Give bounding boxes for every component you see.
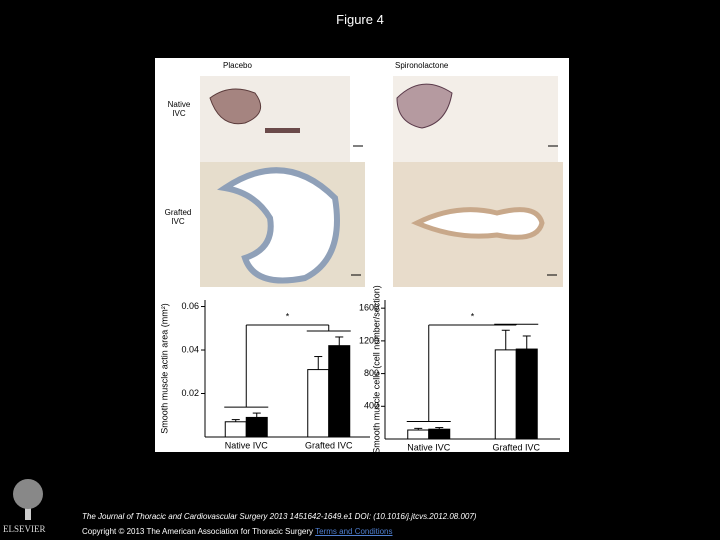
copyright: Copyright © 2013 The American Associatio…: [82, 527, 314, 536]
bar: [307, 369, 330, 438]
column-label: Spironolactone: [395, 61, 449, 70]
y-tick-label: 1600: [359, 303, 379, 313]
citation: The Journal of Thoracic and Cardiovascul…: [82, 512, 477, 521]
y-tick-label: 800: [364, 368, 379, 378]
terms-link[interactable]: Terms and Conditions: [315, 527, 393, 536]
copyright-line: Copyright © 2013 The American Associatio…: [82, 527, 393, 536]
x-tick-label: Native IVC: [407, 442, 451, 452]
row-label: Native IVC: [167, 100, 191, 118]
logo-tree: [13, 479, 43, 520]
y-tick-label: 400: [364, 401, 379, 411]
y-tick-label: 1200: [359, 335, 379, 345]
y-axis-label: Smooth muscle actin area (mm²): [159, 303, 169, 434]
logo-text: ELSEVIER: [3, 524, 46, 534]
micrographs: [200, 76, 563, 287]
y-tick-label: 0.04: [181, 344, 199, 354]
bar: [328, 345, 351, 438]
bar: [407, 429, 430, 440]
row-label: Grafted IVC: [164, 208, 192, 226]
bar: [494, 349, 517, 440]
y-tick-label: 0.06: [181, 301, 199, 311]
x-tick-label: Grafted IVC: [305, 440, 353, 450]
charts: 0.02 0.04 0.06 Smooth muscle actin area (mm…: [159, 285, 560, 452]
figure-panel: Placebo Spironolactone Native IVC Grafte…: [155, 58, 569, 452]
bar: [224, 421, 247, 438]
significance: *: [471, 311, 475, 321]
y-axis-label: Smooth muscle cells (cell number/section…: [371, 285, 381, 452]
x-tick-label: Native IVC: [225, 440, 269, 450]
y-tick-label: 0.02: [181, 388, 199, 398]
x-tick-label: Grafted IVC: [492, 442, 540, 452]
bar: [245, 416, 268, 438]
slide-title: Figure 4: [336, 12, 384, 27]
significance: *: [286, 311, 290, 321]
bar: [428, 428, 451, 440]
column-label: Placebo: [223, 61, 252, 70]
bar: [515, 348, 538, 440]
